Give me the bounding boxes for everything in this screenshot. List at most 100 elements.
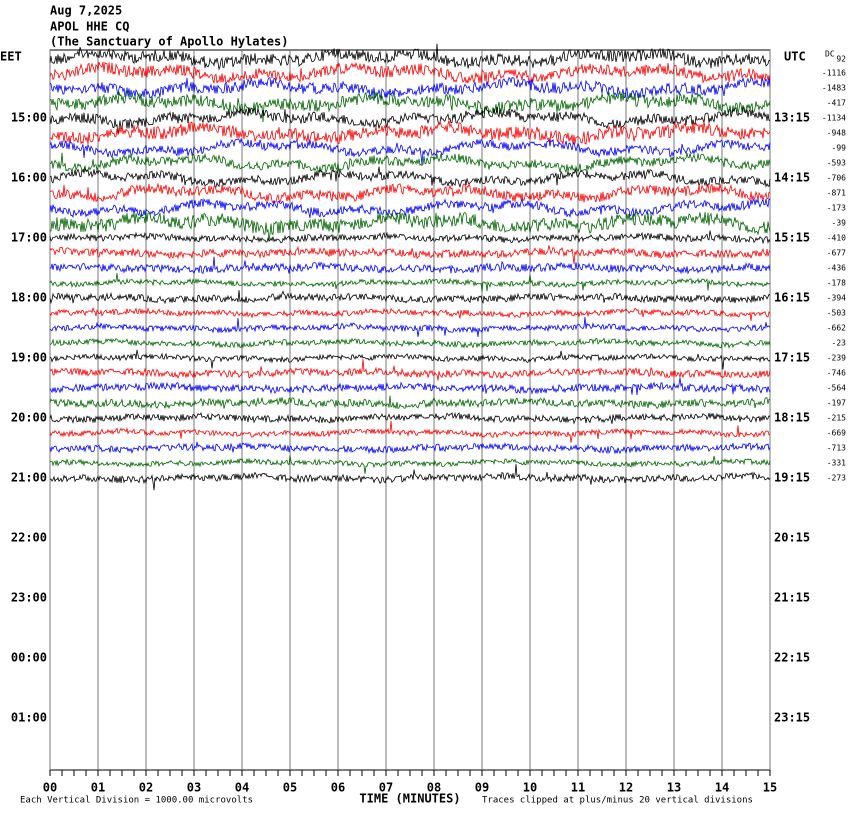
right-time-label: 23:15 [774, 711, 810, 725]
dc-offset: -273 [827, 474, 846, 483]
trace [49, 76, 771, 101]
right-time-label: 18:15 [774, 411, 810, 425]
x-tick-label: 04 [235, 781, 249, 795]
dc-offset: -669 [827, 429, 846, 438]
trace [49, 290, 771, 305]
dc-offset: -436 [827, 264, 846, 273]
dc-offset: -215 [827, 414, 846, 423]
right-time-label: 15:15 [774, 231, 810, 245]
right-time-label: 16:15 [774, 291, 810, 305]
trace [49, 43, 771, 71]
trace [49, 411, 771, 425]
dc-offset: -948 [827, 129, 846, 138]
trace [49, 106, 771, 135]
dc-offset: -394 [827, 294, 846, 303]
x-tick-label: 09 [475, 781, 489, 795]
dc-offset: -197 [827, 399, 846, 408]
trace [49, 152, 771, 174]
dc-offset: -99 [832, 144, 847, 153]
right-time-label: 20:15 [774, 531, 810, 545]
x-tick-label: 11 [571, 781, 585, 795]
dc-offset: -178 [827, 279, 846, 288]
trace [49, 464, 771, 491]
right-time-label: 21:15 [774, 591, 810, 605]
x-tick-label: 02 [139, 781, 153, 795]
trace [49, 455, 771, 474]
left-header: EET [0, 50, 22, 64]
x-tick-label: 15 [763, 781, 777, 795]
trace [49, 230, 771, 245]
trace [49, 245, 771, 265]
trace [49, 90, 771, 123]
left-time-label: 23:00 [11, 591, 47, 605]
scale-note: Each Vertical Division = 1000.00 microvo… [20, 796, 253, 806]
trace [49, 307, 771, 321]
dc-offset: -23 [832, 339, 847, 348]
x-tick-label: 05 [283, 781, 297, 795]
plot-frame [49, 49, 771, 771]
right-time-label: 17:15 [774, 351, 810, 365]
trace [49, 197, 771, 219]
left-time-label: 15:00 [11, 111, 47, 125]
right-time-label: 14:15 [774, 171, 810, 185]
dc-offset: -746 [827, 369, 846, 378]
dc-offset: -677 [827, 249, 846, 258]
left-time-label: 22:00 [11, 531, 47, 545]
dc-header: DC [825, 50, 835, 59]
trace [49, 420, 771, 443]
title-line: APOL HHE CQ [50, 20, 129, 34]
title-line: Aug 7,2025 [50, 4, 122, 18]
right-time-label: 13:15 [774, 111, 810, 125]
dc-offset: 92 [836, 55, 846, 64]
left-time-label: 20:00 [11, 411, 47, 425]
dc-offset: -706 [827, 174, 846, 183]
trace [49, 61, 771, 85]
trace [49, 359, 771, 381]
x-tick-label: 13 [667, 781, 681, 795]
x-tick-label: 14 [715, 781, 729, 795]
x-tick-label: 12 [619, 781, 633, 795]
x-tick-label: 10 [523, 781, 537, 795]
dc-offset: -503 [827, 309, 846, 318]
trace [49, 337, 771, 349]
dc-offset: -593 [827, 159, 846, 168]
trace [49, 256, 771, 275]
dc-offset: -1116 [822, 69, 846, 78]
dc-offset: -417 [827, 99, 846, 108]
x-tick-label: 08 [427, 781, 441, 795]
right-header: UTC [784, 50, 806, 64]
dc-offset: -662 [827, 324, 846, 333]
left-time-label: 01:00 [11, 711, 47, 725]
trace [49, 316, 771, 338]
x-tick-label: 00 [43, 781, 57, 795]
trace [49, 377, 771, 396]
trace [49, 166, 771, 189]
dc-offset: -1483 [822, 84, 846, 93]
trace [49, 273, 771, 292]
right-time-label: 22:15 [774, 651, 810, 665]
left-time-label: 17:00 [11, 231, 47, 245]
trace [49, 441, 771, 455]
x-axis-label: TIME (MINUTES) [359, 792, 460, 806]
dc-offset: -564 [827, 384, 846, 393]
x-tick-label: 07 [379, 781, 393, 795]
left-time-label: 21:00 [11, 471, 47, 485]
left-time-label: 18:00 [11, 291, 47, 305]
dc-offset: -871 [827, 189, 846, 198]
left-time-label: 00:00 [11, 651, 47, 665]
title-line: (The Sanctuary of Apollo Hylates) [50, 35, 288, 49]
trace [49, 137, 771, 164]
trace [49, 120, 771, 145]
left-time-label: 16:00 [11, 171, 47, 185]
dc-offset: -173 [827, 204, 846, 213]
dc-offset: -39 [832, 219, 847, 228]
x-tick-label: 03 [187, 781, 201, 795]
x-tick-label: 01 [91, 781, 105, 795]
dc-offset: -1134 [822, 114, 846, 123]
trace [49, 182, 771, 204]
dc-offset: -331 [827, 459, 846, 468]
left-time-label: 19:00 [11, 351, 47, 365]
right-time-label: 19:15 [774, 471, 810, 485]
